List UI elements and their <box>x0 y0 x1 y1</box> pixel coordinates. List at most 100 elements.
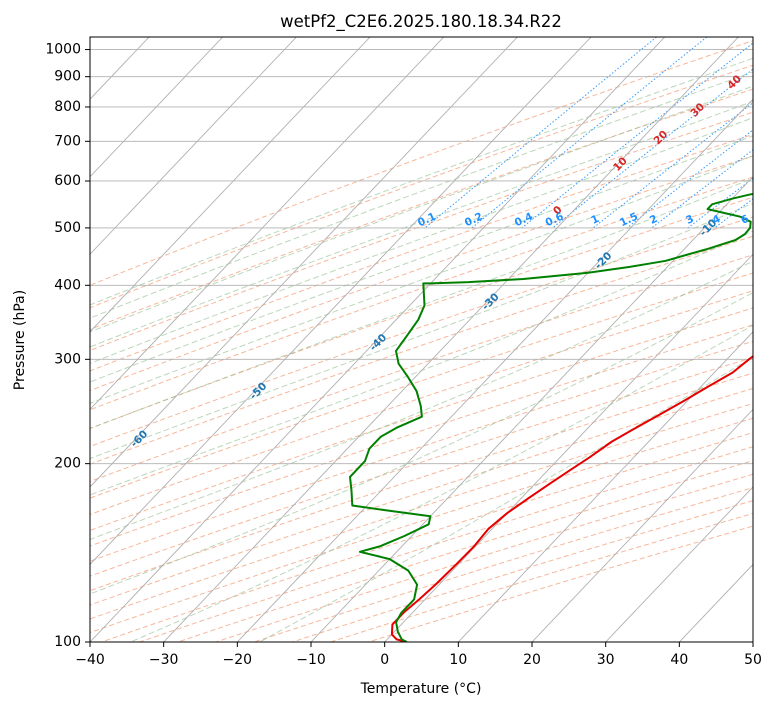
mixing-ratio-label: 1.5 <box>618 211 640 230</box>
y-axis-label: Pressure (hPa) <box>12 290 28 390</box>
mixing-ratio-label: 1 <box>589 213 601 227</box>
dry-adiabat <box>177 460 753 642</box>
isotherm-line <box>458 331 753 642</box>
y-tick-label: 600 <box>54 173 81 189</box>
pressure-gridlines <box>90 49 753 642</box>
y-tick-label: 1000 <box>45 42 81 58</box>
mixing-ratio-label: 6 <box>739 213 751 227</box>
isotherm-line <box>90 37 371 333</box>
x-tick-label: −40 <box>75 652 105 668</box>
isotherm-line <box>605 486 753 642</box>
isotherm-label: -30 <box>480 291 502 313</box>
moist-adiabat <box>90 85 753 333</box>
mixing-ratio-line <box>687 177 753 229</box>
x-tick-label: 50 <box>744 652 762 668</box>
x-tick-label: 20 <box>523 652 541 668</box>
x-axis-label: Temperature (°C) <box>360 681 482 697</box>
y-tick-label: 300 <box>54 351 81 367</box>
dry-adiabat <box>90 111 753 352</box>
dry-adiabats <box>90 40 753 642</box>
moist-adiabat <box>90 135 753 383</box>
mixing-ratio-label: 2 <box>648 213 660 227</box>
dry-adiabat <box>215 473 753 642</box>
y-tick-label: 500 <box>54 220 81 236</box>
mixing-ratio-line <box>753 37 775 228</box>
dry-adiabat <box>90 64 753 309</box>
mixing-ratio-line <box>592 101 753 229</box>
x-tick-label: −10 <box>296 652 326 668</box>
chart-title: wetPf2_C2E6.2025.180.18.34.R22 <box>280 12 562 32</box>
dry-adiabat <box>90 272 753 499</box>
moist-adiabat <box>259 356 753 642</box>
y-tick-label: 200 <box>54 456 81 472</box>
x-tick-label: 30 <box>597 652 615 668</box>
dry-adiabat <box>90 340 753 562</box>
moist-adiabat <box>90 230 753 496</box>
x-tick-label: −20 <box>223 652 253 668</box>
isotherm-label: -40 <box>367 332 389 354</box>
moist-adiabat <box>90 202 753 460</box>
moist-adiabat-label: 40 <box>725 73 744 92</box>
dry-adiabat <box>90 417 753 634</box>
mixing-ratio-line <box>471 37 708 229</box>
sounding-series <box>349 192 753 642</box>
y-tick-label: 900 <box>54 69 81 85</box>
isotherm-line <box>90 37 592 566</box>
moist-adiabat-label: 20 <box>651 128 670 147</box>
isotherm-line <box>531 408 753 642</box>
moist-adiabat <box>90 100 753 348</box>
dry-adiabat <box>139 446 753 642</box>
x-tick-label: −30 <box>149 652 179 668</box>
moist-adiabat <box>90 71 753 319</box>
moist-adiabat <box>130 324 753 642</box>
mixing-ratio-label: 0.1 <box>416 211 438 230</box>
dry-adiabat <box>90 196 753 429</box>
temperature-line <box>390 354 753 642</box>
mixing-ratio-label: 3 <box>684 213 696 227</box>
isotherm-line <box>163 37 739 642</box>
y-axis: 1000 900 800 700 600 500 400 300 200 100 <box>45 42 90 650</box>
dry-adiabat <box>90 356 753 577</box>
isotherm-line <box>90 37 224 178</box>
dry-adiabat <box>90 235 753 465</box>
isotherm-line <box>90 37 666 642</box>
plot-frame <box>89 36 754 643</box>
isotherm-line <box>90 37 297 255</box>
mixing-ratio-lines <box>424 37 775 229</box>
mixing-ratio-line <box>552 68 753 229</box>
y-tick-label: 400 <box>54 277 81 293</box>
dry-adiabat <box>90 307 753 532</box>
isotherm-lines <box>0 37 753 642</box>
moist-adiabats <box>90 57 753 642</box>
x-tick-label: 10 <box>449 652 467 668</box>
dewpoint-line <box>349 192 753 642</box>
dry-adiabat <box>90 88 753 331</box>
mixing-ratio-line <box>424 37 657 229</box>
x-tick-label: 0 <box>380 652 389 668</box>
y-tick-label: 100 <box>54 634 81 650</box>
moist-adiabat <box>90 292 753 595</box>
isotherm-line <box>310 176 753 642</box>
mixing-ratio-label: 4 <box>711 213 723 227</box>
dry-adiabat <box>90 324 753 547</box>
dry-adiabat <box>90 40 753 286</box>
isotherm-line <box>384 253 753 642</box>
dry-adiabat <box>101 432 753 642</box>
x-tick-label: 40 <box>670 652 688 668</box>
isotherm-line <box>752 641 753 642</box>
mixing-ratio-label: 0.4 <box>513 211 535 230</box>
isotherm-line <box>0 37 2 642</box>
mixing-ratio-line <box>626 129 753 229</box>
isotherm-line <box>90 37 518 488</box>
dry-adiabat <box>90 155 753 392</box>
isotherm-label: -60 <box>128 428 150 450</box>
dry-adiabat <box>90 372 753 592</box>
moist-adiabat <box>90 155 753 404</box>
moist-adiabat <box>90 57 753 306</box>
moist-adiabat <box>90 117 753 364</box>
y-tick-label: 800 <box>54 99 81 115</box>
y-tick-label: 700 <box>54 133 81 149</box>
isotherm-line <box>237 98 753 642</box>
isotherm-line <box>90 37 445 411</box>
